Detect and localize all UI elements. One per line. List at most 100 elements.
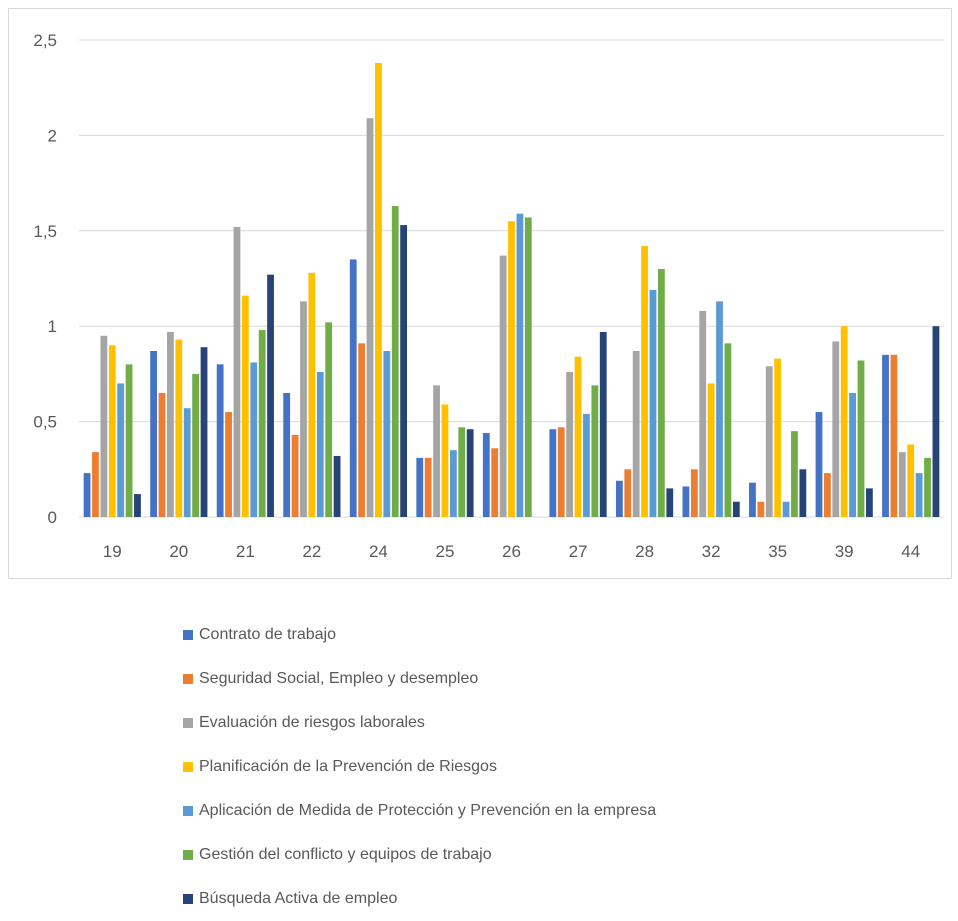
bar: [840, 326, 848, 517]
bar: [732, 501, 740, 517]
bar: [100, 335, 108, 517]
bar: [482, 433, 490, 517]
legend-item: Búsqueda Activa de empleo: [183, 877, 656, 921]
x-tick-label: 25: [435, 542, 454, 561]
bar: [250, 362, 258, 517]
bar: [624, 469, 632, 517]
bar: [749, 482, 756, 517]
bar: [591, 385, 599, 517]
bar: [383, 351, 391, 517]
legend-item: Seguridad Social, Empleo y desempleo: [183, 657, 656, 701]
bar: [865, 488, 873, 517]
y-tick-label: 2: [48, 126, 57, 145]
legend-label: Gestión del conflicto y equipos de traba…: [199, 846, 492, 863]
legend-label: Seguridad Social, Empleo y desempleo: [199, 670, 479, 687]
bar: [241, 295, 249, 517]
x-tick-label: 24: [369, 542, 388, 561]
bar-chart: 0 0,5 1 1,5 2 2,5 19 20 21 22 24 25 26 27 28 32 35 39 44: [33, 31, 944, 561]
bar: [424, 457, 432, 517]
legend-item: Evaluación de riesgos laborales: [183, 701, 656, 745]
bar: [765, 366, 773, 517]
bar: [641, 246, 648, 517]
bar: [108, 345, 116, 517]
bar: [499, 255, 507, 517]
bar: [366, 118, 374, 517]
legend: Contrato de trabajo Seguridad Social, Emp…: [183, 613, 656, 921]
x-tick-label: 28: [635, 542, 654, 561]
bar: [849, 392, 856, 517]
bar: [175, 339, 183, 517]
x-tick-label: 19: [103, 542, 122, 561]
bar: [524, 217, 532, 517]
bars: [83, 62, 940, 518]
bar: [83, 473, 91, 517]
bar: [799, 469, 807, 517]
bar: [433, 385, 440, 517]
bar: [549, 429, 557, 517]
y-axis-ticks: 0 0,5 1 1,5 2 2,5: [33, 31, 57, 527]
bar: [757, 501, 765, 517]
bar: [400, 225, 408, 517]
bar: [516, 213, 524, 517]
bar: [632, 351, 640, 517]
legend-swatch: [183, 630, 193, 640]
bar: [557, 427, 565, 517]
bar: [466, 429, 474, 517]
bar: [267, 274, 274, 517]
legend-label: Aplicación de Medida de Protección y Pre…: [199, 802, 657, 819]
bar: [657, 268, 665, 517]
x-tick-label: 26: [502, 542, 521, 561]
y-tick-label: 1,5: [33, 222, 57, 241]
bar: [508, 221, 515, 517]
bar: [375, 62, 382, 518]
bar: [200, 347, 208, 517]
bar: [898, 452, 906, 517]
legend-label: Búsqueda Activa de empleo: [199, 890, 398, 907]
bar: [823, 473, 831, 517]
bar: [615, 480, 623, 517]
bar: [308, 272, 316, 517]
bar: [491, 448, 499, 517]
bar: [391, 206, 399, 517]
legend-label: Planificación de la Prevención de Riesgo…: [199, 758, 497, 775]
x-tick-label: 27: [569, 542, 588, 561]
bar: [583, 413, 590, 517]
y-tick-label: 0: [48, 508, 57, 527]
legend-label: Contrato de trabajo: [199, 626, 336, 643]
bar: [574, 356, 582, 517]
bar: [649, 289, 657, 517]
chart-area: 0 0,5 1 1,5 2 2,5 19 20 21 22 24 25 26 27 28 32 35 39 44: [8, 8, 952, 579]
bar: [225, 412, 232, 517]
bar: [150, 351, 158, 517]
y-tick-label: 2,5: [33, 31, 57, 50]
bar: [857, 360, 865, 517]
legend-swatch: [183, 674, 193, 684]
bar: [441, 404, 449, 517]
bar: [890, 354, 898, 517]
bar: [907, 444, 915, 517]
bar: [167, 331, 174, 517]
legend-item: Contrato de trabajo: [183, 613, 656, 657]
bar: [183, 408, 191, 517]
bar: [599, 331, 607, 517]
y-tick-label: 0,5: [33, 413, 57, 432]
bar: [707, 383, 715, 517]
x-tick-label: 22: [302, 542, 321, 561]
bar: [458, 427, 466, 517]
bar: [791, 431, 798, 517]
x-tick-label: 21: [236, 542, 255, 561]
y-tick-label: 1: [48, 317, 57, 336]
x-axis-ticks: 19 20 21 22 24 25 26 27 28 32 35 39 44: [103, 542, 920, 561]
bar: [300, 301, 307, 517]
bar: [716, 301, 723, 517]
legend-swatch: [183, 850, 193, 860]
x-tick-label: 44: [901, 542, 920, 561]
bar: [125, 364, 133, 517]
bar: [291, 434, 299, 517]
bar: [325, 322, 333, 517]
legend-swatch: [183, 718, 193, 728]
bar: [774, 358, 782, 517]
legend-swatch: [183, 806, 193, 816]
legend-item: Aplicación de Medida de Protección y Pre…: [183, 789, 656, 833]
bar: [117, 383, 125, 517]
